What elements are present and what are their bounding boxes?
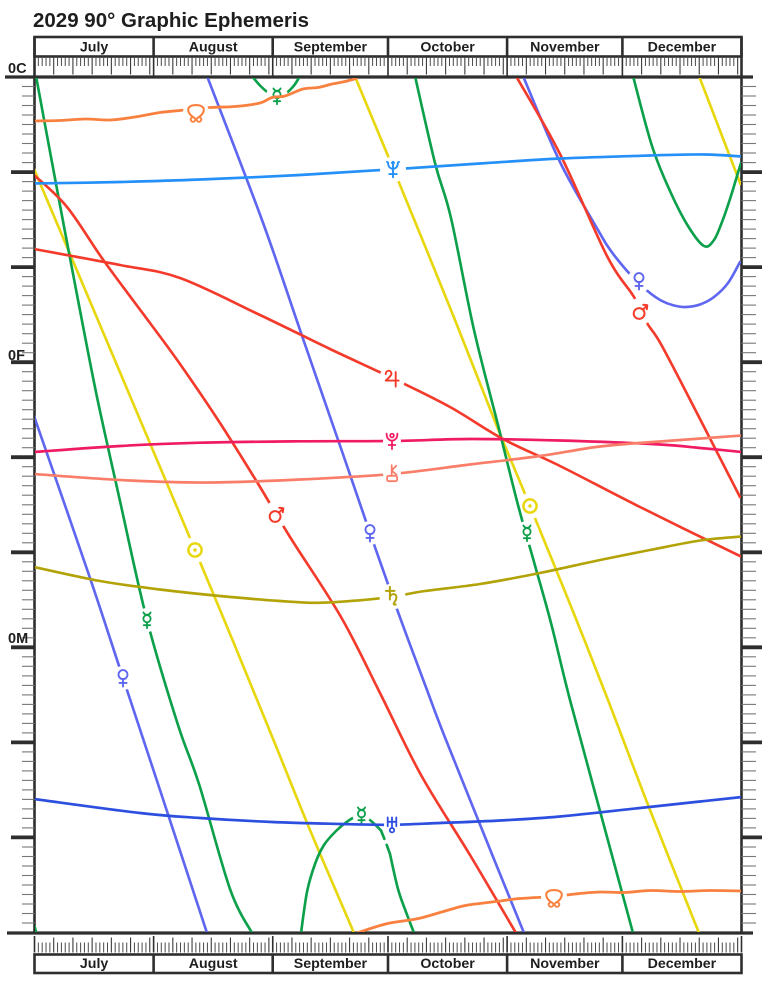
svg-text:October: October: [420, 956, 475, 972]
svg-text:August: August: [189, 40, 238, 56]
svg-text:December: December: [648, 40, 717, 56]
svg-text:September: September: [294, 956, 368, 972]
svg-text:December: December: [648, 956, 717, 972]
svg-text:July: July: [80, 956, 108, 972]
svg-text:0F: 0F: [8, 348, 25, 364]
svg-text:September: September: [294, 40, 368, 56]
svg-text:0C: 0C: [8, 61, 27, 77]
svg-text:August: August: [189, 956, 238, 972]
svg-text:November: November: [530, 956, 600, 972]
svg-text:November: November: [530, 40, 600, 56]
svg-text:2029 90° Graphic Ephemeris: 2029 90° Graphic Ephemeris: [33, 9, 309, 32]
svg-text:0M: 0M: [8, 631, 28, 647]
svg-text:October: October: [420, 40, 475, 56]
svg-text:July: July: [80, 40, 108, 56]
